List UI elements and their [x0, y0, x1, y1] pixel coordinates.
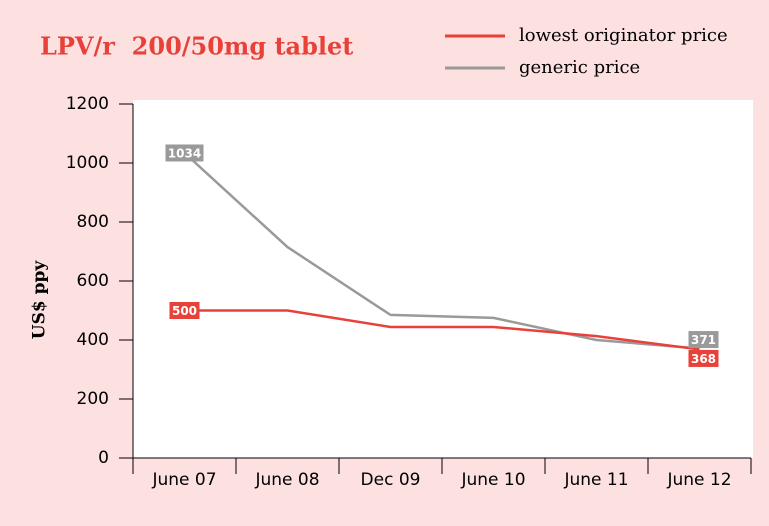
x-tick-label: June 11 — [563, 470, 628, 490]
legend-label: generic price — [519, 57, 640, 78]
y-tick-label: 600 — [77, 271, 109, 291]
data-label: 1034 — [168, 146, 201, 160]
y-tick-label: 1000 — [66, 153, 109, 173]
series-line — [184, 309, 700, 351]
data-label: 368 — [691, 352, 716, 366]
x-tick-label: June 12 — [666, 470, 731, 490]
x-tick-label: June 07 — [151, 470, 216, 490]
x-tick-label: June 08 — [254, 470, 319, 490]
data-label-box — [165, 144, 204, 162]
y-tick-label: 1200 — [66, 94, 109, 114]
chart-title: LPV/r 200/50mg tablet — [40, 32, 353, 61]
series-line — [183, 152, 700, 350]
data-label: 500 — [172, 304, 197, 318]
data-label-box — [688, 331, 719, 349]
y-axis-title: US$ ppy — [30, 260, 50, 340]
x-tick-label: Dec 09 — [361, 470, 421, 490]
legend-label: lowest originator price — [519, 25, 728, 46]
y-tick-label: 400 — [77, 330, 109, 350]
x-tick-label: June 10 — [460, 470, 525, 490]
data-label: 371 — [691, 333, 716, 347]
data-label-box — [169, 302, 200, 319]
y-tick-label: 0 — [98, 448, 109, 468]
plot-area — [133, 100, 753, 458]
data-label-box — [688, 349, 719, 367]
y-tick-label: 200 — [77, 389, 109, 409]
y-tick-label: 800 — [77, 212, 109, 232]
